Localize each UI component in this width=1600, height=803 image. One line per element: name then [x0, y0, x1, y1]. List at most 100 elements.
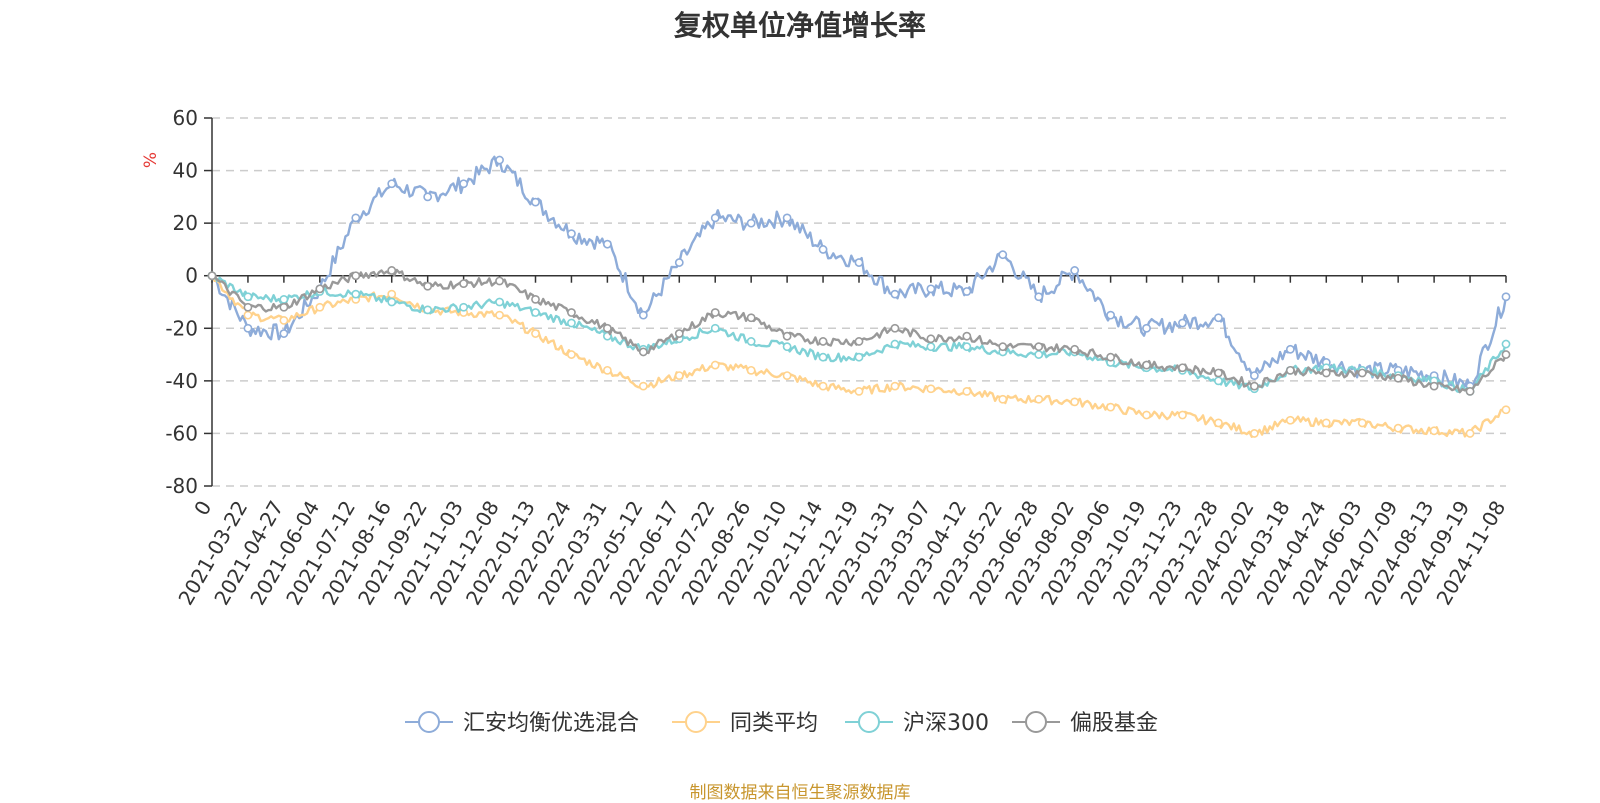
series-1-point — [315, 302, 325, 312]
series-0-point — [1070, 266, 1080, 275]
series-1-point — [998, 394, 1008, 404]
legend-label: 汇安均衡优选混合 — [463, 711, 639, 736]
series-3-point — [1070, 344, 1080, 354]
series-3-point — [962, 331, 972, 341]
series-2-point — [531, 308, 540, 317]
series-2-point — [926, 342, 936, 352]
y-tick-label: 0 — [185, 264, 198, 288]
series-2-point — [962, 342, 972, 352]
y-tick-label: 40 — [173, 159, 198, 183]
series-0-point — [602, 239, 612, 249]
series-3-point — [638, 347, 648, 357]
series-0-point — [926, 284, 936, 294]
series-3-point — [1285, 365, 1295, 375]
series-2-point — [818, 352, 828, 362]
series-3-point — [674, 329, 684, 338]
y-tick-label: -80 — [165, 474, 198, 498]
series-1-point — [279, 315, 289, 325]
series-0-point — [423, 192, 433, 202]
series-3-point — [315, 284, 325, 294]
legend-item: 汇安均衡优选混合 — [405, 711, 639, 736]
series-2-point — [746, 337, 756, 346]
series-2-point — [1501, 339, 1511, 349]
series-3-point — [998, 342, 1008, 352]
series-3-point — [1106, 352, 1116, 362]
series-3-point — [854, 337, 864, 346]
series-1-point — [1142, 410, 1151, 420]
series-2-point — [890, 339, 900, 349]
series-2-point — [459, 302, 469, 312]
series-1-point — [710, 360, 720, 370]
y-tick-label: -20 — [165, 316, 198, 340]
series-3-point — [1178, 363, 1187, 373]
series-line-2 — [211, 274, 1508, 394]
series-3-point — [1393, 373, 1403, 383]
series-0-point — [638, 310, 648, 320]
series-0-point — [710, 213, 720, 223]
series-3-point — [1214, 368, 1223, 378]
series-2-point — [854, 352, 864, 362]
series-1-point — [962, 386, 972, 396]
series-0-point — [243, 323, 253, 333]
series-3-point — [1034, 342, 1044, 352]
series-3-point — [926, 334, 936, 344]
series-0-point — [531, 197, 540, 207]
chart-title: 复权单位净值增长率 — [673, 9, 926, 42]
series-3-point — [710, 308, 720, 317]
series-0-point — [1106, 310, 1116, 320]
series-3-point — [890, 323, 900, 333]
legend-marker — [685, 711, 707, 733]
series-1-point — [1285, 415, 1295, 425]
y-tick-label: -40 — [165, 369, 198, 393]
series-0-point — [962, 287, 972, 296]
x-tick-label: 0 — [189, 497, 216, 520]
series-1-point — [1070, 397, 1080, 407]
series-3-point — [459, 279, 469, 288]
series-0-point — [387, 179, 397, 189]
series-2-point — [387, 297, 397, 307]
series-3-point — [495, 276, 504, 286]
series-0-point — [998, 250, 1008, 260]
series-1-point — [818, 381, 828, 391]
series-3-point — [387, 266, 397, 275]
legend-item: 沪深300 — [845, 711, 989, 736]
series-line-0 — [211, 155, 1508, 388]
legend-label: 同类平均 — [730, 711, 818, 736]
series-2-point — [243, 292, 253, 302]
series-0-point — [1285, 344, 1295, 354]
series-2-point — [1034, 350, 1044, 359]
series-0-point — [854, 258, 864, 267]
y-tick-label: 20 — [173, 211, 198, 235]
series-1-point — [1034, 394, 1044, 404]
series-1-point — [854, 386, 864, 396]
series-1-point — [1429, 426, 1439, 436]
series-2-point — [279, 294, 289, 304]
series-3-point — [1357, 368, 1367, 378]
series-0-point — [279, 329, 289, 338]
legend-item: 同类平均 — [672, 711, 818, 736]
series-0-point — [495, 155, 504, 165]
series-1-point — [1249, 429, 1259, 438]
series-1-point — [746, 365, 756, 375]
legend-item: 偏股基金 — [1012, 711, 1158, 736]
series-lines — [207, 155, 1511, 438]
series-1-point — [1501, 405, 1511, 415]
series-3-point — [602, 323, 612, 333]
legend-label: 偏股基金 — [1070, 711, 1158, 736]
series-0-point — [890, 289, 900, 299]
series-0-point — [1034, 292, 1044, 302]
series-1-point — [674, 371, 684, 380]
series-3-point — [207, 271, 217, 281]
series-0-point — [782, 213, 792, 223]
series-3-point — [746, 313, 756, 323]
series-1-point — [1106, 402, 1116, 412]
series-1-point — [495, 310, 504, 320]
series-3-point — [1321, 368, 1331, 378]
legend-marker — [1025, 711, 1047, 733]
series-0-point — [1214, 313, 1223, 323]
series-0-point — [459, 179, 469, 189]
series-2-point — [782, 342, 792, 352]
series-1-point — [926, 384, 936, 394]
series-3-point — [531, 294, 540, 304]
